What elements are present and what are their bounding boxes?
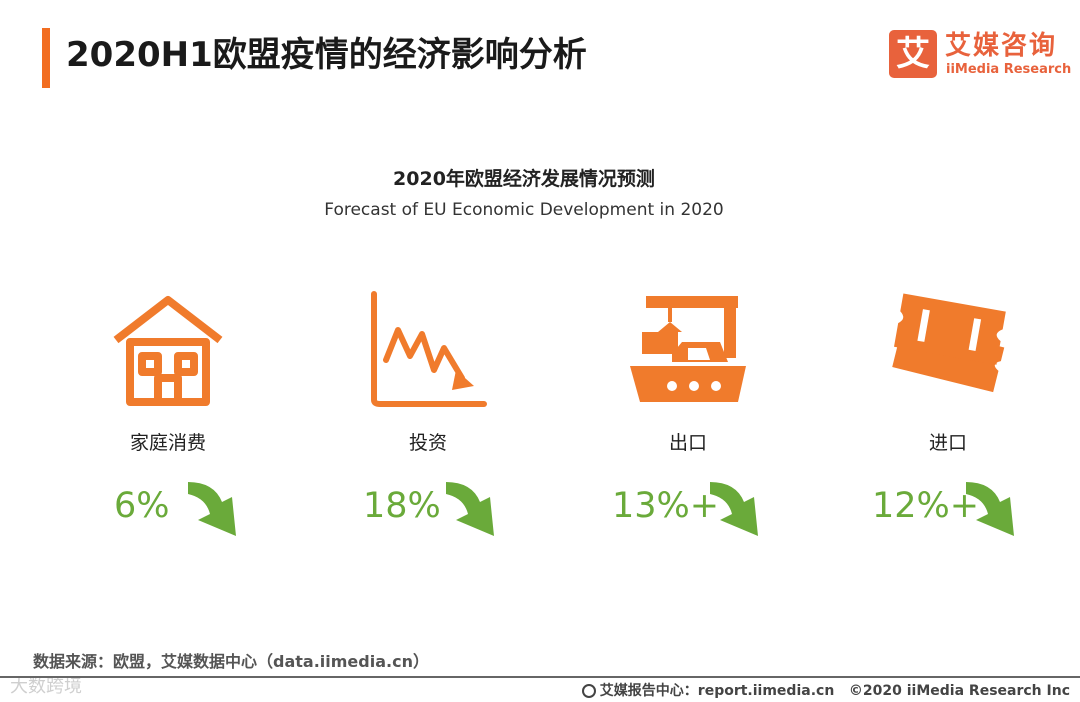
logo-name-en: iiMedia Research bbox=[946, 62, 1072, 77]
data-source-note: 数据来源：欧盟，艾媒数据中心（data.iimedia.cn） bbox=[33, 652, 429, 671]
category-label: 投资 bbox=[408, 432, 447, 454]
category-label: 出口 bbox=[668, 432, 707, 454]
watermark: 大数跨境 bbox=[10, 676, 82, 697]
category-label: 家庭消费 bbox=[129, 432, 206, 454]
forecast-item-investment: 投资 18% bbox=[328, 290, 528, 550]
report-center-link[interactable]: 艾媒报告中心：report.iimedia.cn bbox=[599, 683, 835, 699]
footer-divider bbox=[0, 676, 1080, 678]
down-arrow-icon bbox=[710, 482, 758, 536]
value-label: 18% bbox=[363, 486, 441, 526]
value-label: 12%+ bbox=[872, 486, 980, 526]
forecast-item-imports: 进口 12%+ bbox=[848, 290, 1048, 550]
house-icon bbox=[113, 296, 223, 406]
logo-mark: 艾 bbox=[889, 30, 937, 78]
logo-name-cn: 艾媒咨询 bbox=[945, 31, 1058, 61]
chart-subtitle: Forecast of EU Economic Development in 2… bbox=[324, 200, 724, 220]
down-arrow-icon bbox=[188, 482, 236, 536]
copyright: ©2020 iiMedia Research Inc bbox=[848, 683, 1070, 699]
declining-chart-icon bbox=[371, 291, 487, 407]
forecast-item-household-consumption: 家庭消费 6% bbox=[68, 290, 268, 550]
forecast-item-exports: 出口 13%+ bbox=[588, 290, 788, 550]
value-label: 13%+ bbox=[612, 486, 720, 526]
down-arrow-icon bbox=[966, 482, 1014, 536]
down-arrow-icon bbox=[446, 482, 494, 536]
cargo-ship-crane-icon bbox=[630, 296, 746, 402]
footer-credits: 艾媒报告中心：report.iimedia.cn ©2020 iiMedia R… bbox=[581, 680, 1070, 700]
globe-icon bbox=[581, 684, 596, 698]
page-title: 2020H1欧盟疫情的经济影响分析 bbox=[66, 35, 587, 75]
tickets-icon bbox=[892, 293, 1006, 393]
title-accent-bar bbox=[42, 28, 50, 88]
chart-title: 2020年欧盟经济发展情况预测 bbox=[393, 168, 655, 190]
value-label: 6% bbox=[114, 486, 170, 526]
category-label: 进口 bbox=[928, 432, 967, 454]
